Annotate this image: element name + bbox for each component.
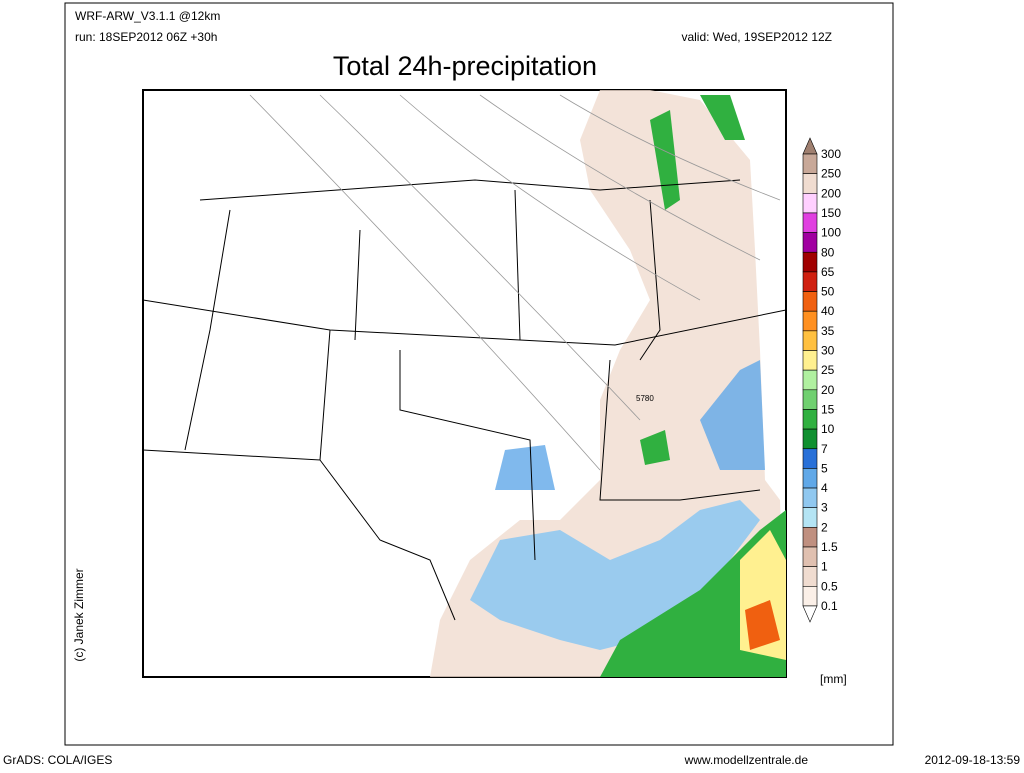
colorbar-label: 25 bbox=[821, 363, 835, 377]
colorbar-swatch bbox=[802, 389, 818, 410]
colorbar-label: 150 bbox=[821, 206, 841, 220]
contour-label: 5780 bbox=[636, 394, 654, 403]
colorbar-swatch bbox=[802, 173, 818, 194]
precip-blue-2 bbox=[700, 360, 765, 470]
colorbar-swatch bbox=[802, 507, 818, 528]
colorbar-label: 15 bbox=[821, 402, 835, 416]
colorbar-label: 5 bbox=[821, 461, 828, 475]
colorbar-swatch bbox=[802, 193, 818, 214]
colorbar-swatch bbox=[802, 487, 818, 508]
colorbar-swatch bbox=[802, 310, 818, 332]
precip-blue bbox=[470, 500, 760, 650]
colorbar-swatch bbox=[802, 350, 818, 371]
colorbar-label: 50 bbox=[821, 285, 835, 299]
colorbar-swatch bbox=[802, 428, 818, 450]
footer-center: www.modellzentrale.de bbox=[684, 753, 809, 767]
colorbar-label: 80 bbox=[821, 245, 835, 259]
colorbar-swatch bbox=[802, 409, 818, 430]
state-borders bbox=[142, 179, 787, 621]
colorbar-swatch bbox=[802, 468, 818, 489]
colorbar-label: 35 bbox=[821, 324, 835, 338]
colorbar-label: 2 bbox=[821, 520, 828, 534]
colorbar-swatch bbox=[802, 448, 818, 469]
colorbar-label: 30 bbox=[821, 344, 835, 358]
colorbar-label: 0.1 bbox=[821, 599, 838, 613]
colorbar-label: 40 bbox=[821, 304, 835, 318]
colorbar-label: 1 bbox=[821, 560, 828, 574]
colorbar-triangle bbox=[802, 137, 818, 155]
frame bbox=[64, 2, 894, 746]
title: Total 24h-precipitation bbox=[333, 51, 597, 81]
colorbar-swatch bbox=[802, 153, 818, 174]
colorbar-label: 1.5 bbox=[821, 540, 838, 554]
colorbar-label: 10 bbox=[821, 422, 835, 436]
colorbar-swatch bbox=[802, 271, 818, 292]
colorbar-label: 65 bbox=[821, 265, 835, 279]
unit-label: [mm] bbox=[820, 672, 847, 686]
colorbar-swatch bbox=[802, 585, 818, 607]
colorbar-label: 3 bbox=[821, 501, 828, 515]
colorbar-swatch bbox=[802, 291, 818, 312]
precip-blue-3 bbox=[495, 445, 555, 490]
footer-left: GrADS: COLA/IGES bbox=[3, 753, 112, 767]
precip-orange bbox=[745, 600, 780, 650]
colorbar-swatch bbox=[802, 330, 818, 351]
colorbar-swatch bbox=[802, 566, 818, 587]
colorbar-label: 300 bbox=[821, 147, 841, 161]
colorbar: 300 250 200 150 100 80 65 50 40 35 30 25 20 15 10 7 5 4 3 2… bbox=[802, 137, 841, 623]
colorbar-label: 0.5 bbox=[821, 579, 838, 593]
footer-right: 2012-09-18-13:59 bbox=[925, 753, 1021, 767]
model-label: WRF-ARW_V3.1.1 @12km bbox=[75, 9, 220, 23]
colorbar-label: 20 bbox=[821, 383, 835, 397]
colorbar-label: 250 bbox=[821, 167, 841, 181]
precip-green bbox=[600, 510, 786, 677]
colorbar-triangle bbox=[802, 605, 818, 623]
colorbar-swatch bbox=[802, 251, 818, 273]
colorbar-label: 4 bbox=[821, 481, 828, 495]
colorbar-swatch bbox=[802, 369, 818, 391]
precip-green-2 bbox=[640, 430, 670, 465]
colorbar-swatch bbox=[802, 232, 818, 253]
colorbar-swatch bbox=[802, 527, 818, 548]
colorbar-swatch bbox=[802, 546, 818, 567]
colorbar-label: 200 bbox=[821, 186, 841, 200]
colorbar-label: 100 bbox=[821, 226, 841, 240]
run-label: run: 18SEP2012 06Z +30h bbox=[75, 30, 217, 44]
map: 5780 bbox=[142, 89, 787, 678]
contours bbox=[249, 94, 781, 471]
credit: (c) Janek Zimmer bbox=[72, 568, 86, 661]
colorbar-label: 7 bbox=[821, 442, 828, 456]
valid-label: valid: Wed, 19SEP2012 12Z bbox=[681, 30, 832, 44]
precip-green-4 bbox=[700, 95, 745, 140]
colorbar-swatch bbox=[802, 212, 818, 233]
